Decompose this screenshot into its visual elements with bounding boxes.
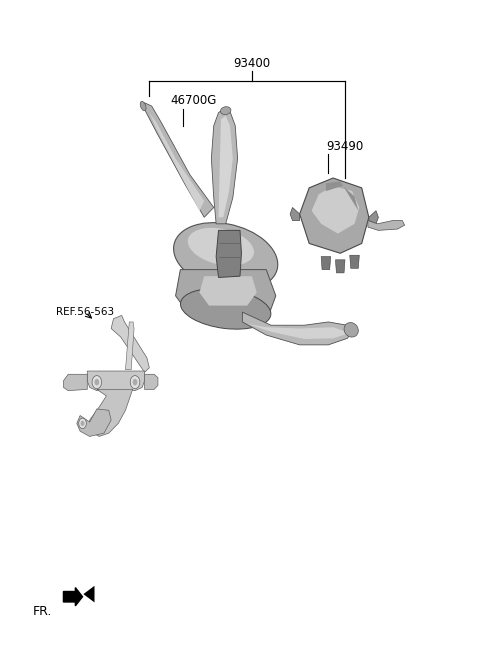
Circle shape [132, 379, 137, 386]
Polygon shape [290, 208, 300, 221]
Circle shape [81, 420, 84, 426]
Text: 93400: 93400 [233, 57, 271, 70]
Polygon shape [368, 221, 405, 231]
Circle shape [130, 376, 140, 389]
Ellipse shape [188, 228, 254, 265]
Polygon shape [211, 109, 238, 224]
Polygon shape [63, 587, 83, 606]
Circle shape [92, 376, 102, 389]
Polygon shape [218, 116, 233, 217]
Text: 46700G: 46700G [171, 95, 217, 107]
Polygon shape [142, 102, 214, 217]
Polygon shape [336, 260, 345, 273]
Ellipse shape [180, 288, 271, 329]
Polygon shape [176, 269, 276, 322]
Polygon shape [326, 181, 359, 211]
Polygon shape [90, 390, 132, 436]
Polygon shape [77, 409, 111, 436]
Ellipse shape [344, 323, 358, 337]
Polygon shape [149, 112, 204, 211]
Polygon shape [111, 315, 149, 373]
Polygon shape [300, 178, 369, 253]
Polygon shape [242, 312, 352, 345]
Polygon shape [312, 186, 360, 234]
Polygon shape [199, 276, 257, 306]
Text: 93490: 93490 [326, 140, 363, 153]
Polygon shape [350, 255, 360, 268]
Circle shape [95, 379, 99, 386]
Polygon shape [144, 374, 158, 390]
Polygon shape [216, 231, 241, 277]
Ellipse shape [140, 101, 146, 111]
Polygon shape [369, 211, 378, 224]
Polygon shape [125, 322, 134, 370]
Circle shape [79, 418, 86, 428]
Polygon shape [63, 374, 87, 391]
Text: REF.56-563: REF.56-563 [56, 307, 114, 317]
Ellipse shape [220, 106, 231, 114]
Polygon shape [247, 324, 350, 339]
Text: FR.: FR. [33, 604, 52, 618]
Ellipse shape [174, 223, 278, 290]
Polygon shape [321, 256, 331, 269]
Polygon shape [87, 371, 144, 391]
